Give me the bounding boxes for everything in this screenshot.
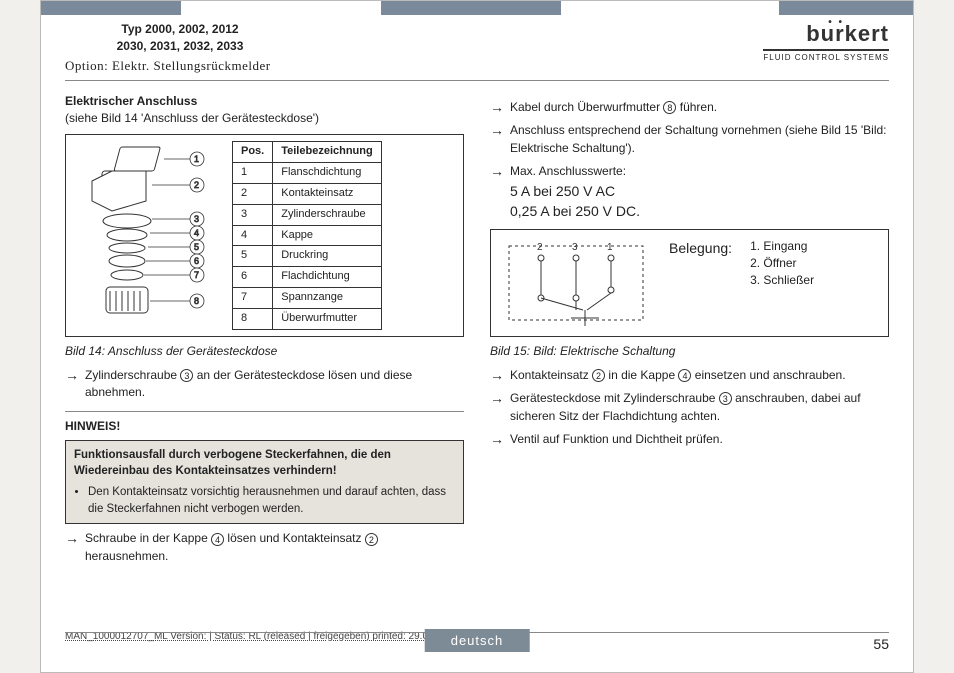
figure-ref: (siehe Bild 14 'Anschluss der Gerätestec… — [65, 110, 464, 127]
table-row: 7Spannzange — [233, 288, 382, 309]
schematic-icon: 2 3 1 — [501, 238, 651, 328]
r-step-2: → Anschluss entsprechend der Schaltung v… — [490, 122, 889, 157]
svg-text:4: 4 — [194, 228, 199, 238]
value-ac: 5 A bei 250 V AC — [510, 183, 615, 199]
page: Typ 2000, 2002, 2012 2030, 2031, 2032, 2… — [0, 0, 954, 673]
section-title: Elektrischer Anschluss — [65, 93, 464, 110]
r-step-4: → Kontakteinsatz 2 in die Kappe 4 einset… — [490, 367, 889, 384]
ref-circle: 3 — [180, 369, 193, 382]
arrow-icon: → — [65, 530, 79, 565]
page-number: 55 — [873, 636, 889, 652]
figure-14-box: 1 2 3 4 5 6 7 8 Pos.Teileb — [65, 134, 464, 337]
page-inner: Typ 2000, 2002, 2012 2030, 2031, 2032, 2… — [40, 0, 914, 673]
svg-text:2: 2 — [194, 180, 199, 190]
ref-circle: 2 — [592, 369, 605, 382]
arrow-icon: → — [490, 163, 504, 221]
hinweis-label: HINWEIS! — [65, 411, 464, 435]
ref-circle: 4 — [211, 533, 224, 546]
belegung-block: Belegung: — [669, 238, 732, 258]
svg-text:1: 1 — [607, 242, 613, 253]
list-item: 2. Öffner — [750, 255, 814, 272]
arrow-icon: → — [490, 99, 504, 116]
parts-table: Pos.Teilebezeichnung 1Flanschdichtung 2K… — [232, 141, 382, 330]
type-line2: 2030, 2031, 2032, 2033 — [65, 38, 295, 55]
table-row: 5Druckring — [233, 246, 382, 267]
belegung-label: Belegung: — [669, 240, 732, 256]
logo-name: • •burkert — [806, 21, 889, 47]
svg-text:8: 8 — [194, 296, 199, 306]
step-1: → Zylinderschraube 3 an der Gerätesteckd… — [65, 367, 464, 402]
exploded-view-icon: 1 2 3 4 5 6 7 8 — [72, 141, 222, 321]
arrow-icon: → — [490, 431, 504, 448]
logo: • •burkert FLUID CONTROL SYSTEMS — [763, 21, 889, 62]
step-2: → Schraube in der Kappe 4 lösen und Kont… — [65, 530, 464, 565]
fig14-caption: Bild 14: Anschluss der Gerätesteckdose — [65, 343, 464, 360]
table-row: 4Kappe — [233, 225, 382, 246]
svg-text:1: 1 — [194, 154, 199, 164]
content: Elektrischer Anschluss (siehe Bild 14 'A… — [65, 93, 889, 622]
table-row: 2Kontakteinsatz — [233, 183, 382, 204]
arrow-icon: → — [65, 367, 79, 402]
th-name: Teilebezeichnung — [273, 141, 381, 162]
ref-circle: 2 — [365, 533, 378, 546]
table-row: 6Flachdichtung — [233, 267, 382, 288]
ref-circle: 3 — [719, 392, 732, 405]
ref-circle: 4 — [678, 369, 691, 382]
value-dc: 0,25 A bei 250 V DC. — [510, 203, 640, 219]
ref-circle: 8 — [663, 101, 676, 114]
arrow-icon: → — [490, 122, 504, 157]
language-tab: deutsch — [425, 629, 530, 652]
svg-text:2: 2 — [537, 242, 543, 253]
logo-tagline: FLUID CONTROL SYSTEMS — [763, 49, 889, 62]
footer: deutsch 55 — [65, 632, 889, 658]
arrow-icon: → — [490, 367, 504, 384]
list-item: 3. Schließer — [750, 272, 814, 289]
figure-15-box: 2 3 1 Belegung: 1. Eingang 2. Öffner 3. … — [490, 229, 889, 337]
list-item: 1. Eingang — [750, 238, 814, 255]
svg-text:7: 7 — [194, 270, 199, 280]
r-step-6: → Ventil auf Funktion und Dichtheit prüf… — [490, 431, 889, 448]
warning-box: Funktionsausfall durch verbogene Stecker… — [65, 440, 464, 525]
svg-text:3: 3 — [572, 242, 578, 253]
r-step-3: → Max. Anschlusswerte: 5 A bei 250 V AC … — [490, 163, 889, 221]
r-step-5: → Gerätesteckdose mit Zylinderschraube 3… — [490, 390, 889, 425]
table-row: 3Zylinderschraube — [233, 204, 382, 225]
table-row: 8Überwurfmutter — [233, 309, 382, 330]
svg-text:5: 5 — [194, 242, 199, 252]
table-row: 1Flanschdichtung — [233, 162, 382, 183]
type-line1: Typ 2000, 2002, 2012 — [65, 21, 295, 38]
right-column: → Kabel durch Überwurfmutter 8 führen. →… — [490, 93, 889, 622]
left-column: Elektrischer Anschluss (siehe Bild 14 'A… — [65, 93, 464, 622]
th-pos: Pos. — [233, 141, 273, 162]
warning-lead: Funktionsausfall durch verbogene Stecker… — [74, 447, 455, 480]
warning-item: Den Kontakteinsatz vorsichtig herausnehm… — [88, 484, 455, 517]
top-strip — [41, 1, 913, 15]
header: Typ 2000, 2002, 2012 2030, 2031, 2032, 2… — [65, 21, 889, 81]
belegung-list: 1. Eingang 2. Öffner 3. Schließer — [750, 238, 814, 288]
fig15-caption: Bild 15: Bild: Elektrische Schaltung — [490, 343, 889, 360]
arrow-icon: → — [490, 390, 504, 425]
svg-text:6: 6 — [194, 256, 199, 266]
r-step-1: → Kabel durch Überwurfmutter 8 führen. — [490, 99, 889, 116]
svg-text:3: 3 — [194, 214, 199, 224]
